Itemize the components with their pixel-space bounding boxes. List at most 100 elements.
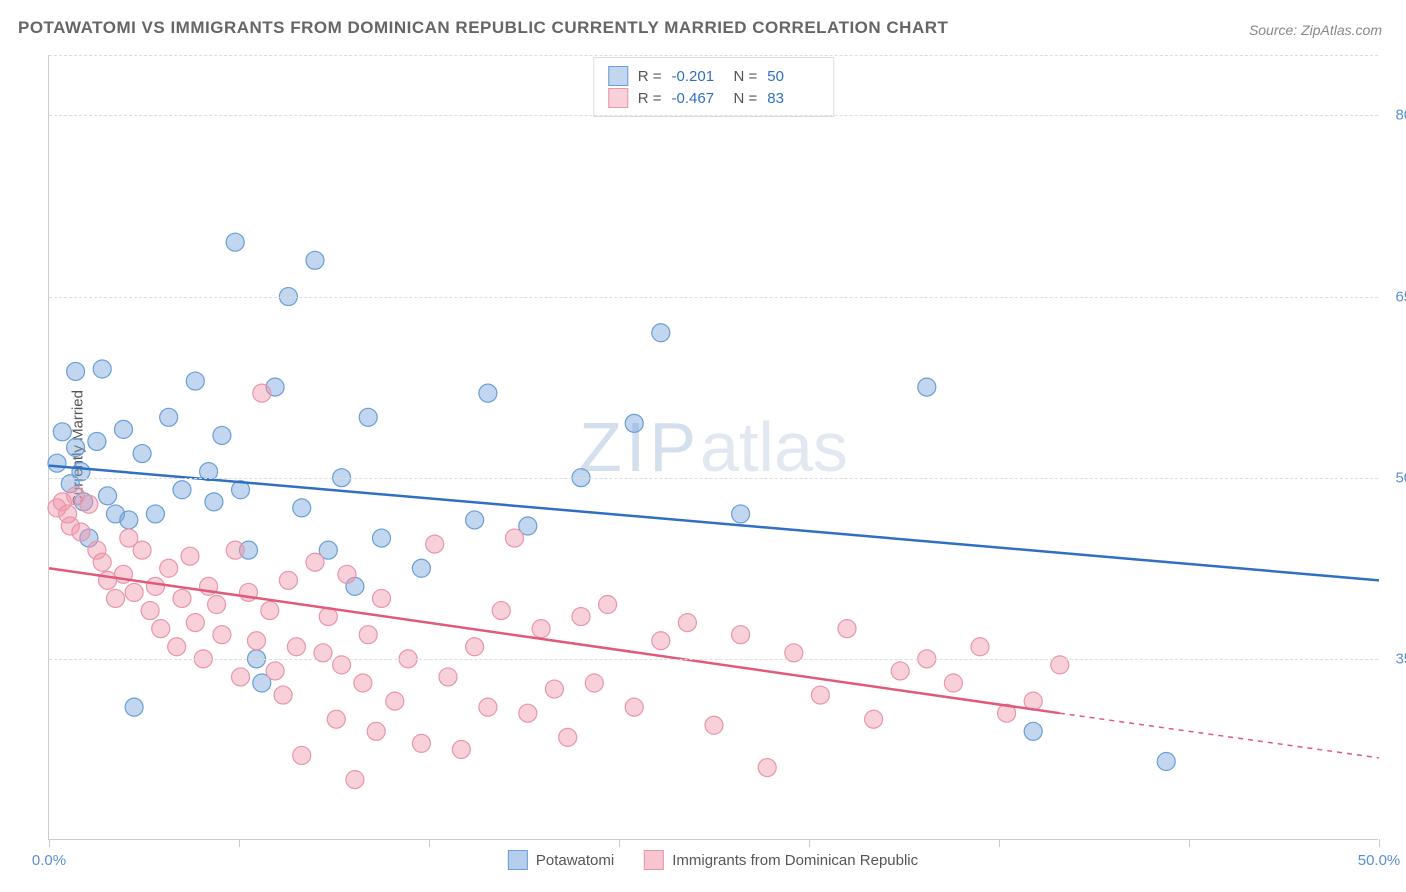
legend-correlation: R = -0.201 N = 50 R = -0.467 N = 83 [593,57,835,117]
data-point [452,740,470,758]
data-point [53,423,71,441]
data-point [274,686,292,704]
data-point [160,559,178,577]
data-point [559,728,577,746]
data-point [279,571,297,589]
chart-container: Currently Married ZIPatlas R = -0.201 N … [48,55,1378,840]
data-point [652,632,670,650]
y-tick-label: 50.0% [1395,469,1406,486]
data-point [466,511,484,529]
data-point [67,439,85,457]
x-tick-label-max: 50.0% [1358,852,1401,869]
data-point [354,674,372,692]
data-point [48,454,66,472]
x-tick [239,839,240,847]
trend-line-dashed [1060,713,1379,758]
data-point [133,445,151,463]
data-point [173,481,191,499]
data-point [412,734,430,752]
data-point [346,771,364,789]
data-point [306,553,324,571]
r-value-potawatomi: -0.201 [672,68,724,85]
data-point [99,571,117,589]
data-point [99,487,117,505]
chart-svg [49,55,1378,839]
gridline-h [49,297,1378,298]
data-point [479,698,497,716]
legend-row-potawatomi: R = -0.201 N = 50 [608,66,820,86]
data-point [88,432,106,450]
data-point [306,251,324,269]
data-point [125,698,143,716]
data-point [72,523,90,541]
data-point [838,620,856,638]
gridline-h [49,115,1378,116]
data-point [412,559,430,577]
data-point [625,698,643,716]
data-point [125,583,143,601]
x-tick [1379,839,1380,847]
data-point [181,547,199,565]
data-point [213,626,231,644]
data-point [160,408,178,426]
legend-label-potawatomi: Potawatomi [536,852,614,869]
data-point [367,722,385,740]
data-point [426,535,444,553]
legend-series: Potawatomi Immigrants from Dominican Rep… [508,850,918,870]
data-point [506,529,524,547]
data-point [213,426,231,444]
x-tick [809,839,810,847]
y-tick-label: 35.0% [1395,650,1406,667]
r-label: R = [638,68,662,85]
data-point [146,505,164,523]
swatch-dominican-icon [608,88,628,108]
data-point [287,638,305,656]
data-point [625,414,643,432]
data-point [152,620,170,638]
data-point [439,668,457,686]
plot-area: ZIPatlas R = -0.201 N = 50 R = -0.467 N … [48,55,1378,840]
data-point [971,638,989,656]
y-tick-label: 65.0% [1395,288,1406,305]
x-tick [619,839,620,847]
data-point [732,505,750,523]
n-label: N = [734,68,758,85]
data-point [186,614,204,632]
data-point [168,638,186,656]
data-point [359,408,377,426]
data-point [373,529,391,547]
data-point [173,589,191,607]
data-point [293,499,311,517]
data-point [261,602,279,620]
legend-swatch-dominican-icon [644,850,664,870]
data-point [918,378,936,396]
x-tick [1189,839,1190,847]
n-value-potawatomi: 50 [767,68,819,85]
trend-line [49,466,1379,581]
data-point [545,680,563,698]
data-point [1024,722,1042,740]
data-point [93,553,111,571]
n-value-dominican: 83 [767,90,819,107]
r-value-dominican: -0.467 [672,90,724,107]
data-point [141,602,159,620]
data-point [120,511,138,529]
data-point [652,324,670,342]
legend-row-dominican: R = -0.467 N = 83 [608,88,820,108]
data-point [107,589,125,607]
legend-item-dominican: Immigrants from Dominican Republic [644,850,918,870]
data-point [266,662,284,680]
legend-label-dominican: Immigrants from Dominican Republic [672,852,918,869]
data-point [386,692,404,710]
data-point [891,662,909,680]
data-point [247,632,265,650]
data-point [944,674,962,692]
gridline-h [49,478,1378,479]
data-point [811,686,829,704]
x-tick [999,839,1000,847]
n-label-2: N = [734,90,758,107]
data-point [205,493,223,511]
data-point [338,565,356,583]
data-point [80,495,98,513]
data-point [146,577,164,595]
